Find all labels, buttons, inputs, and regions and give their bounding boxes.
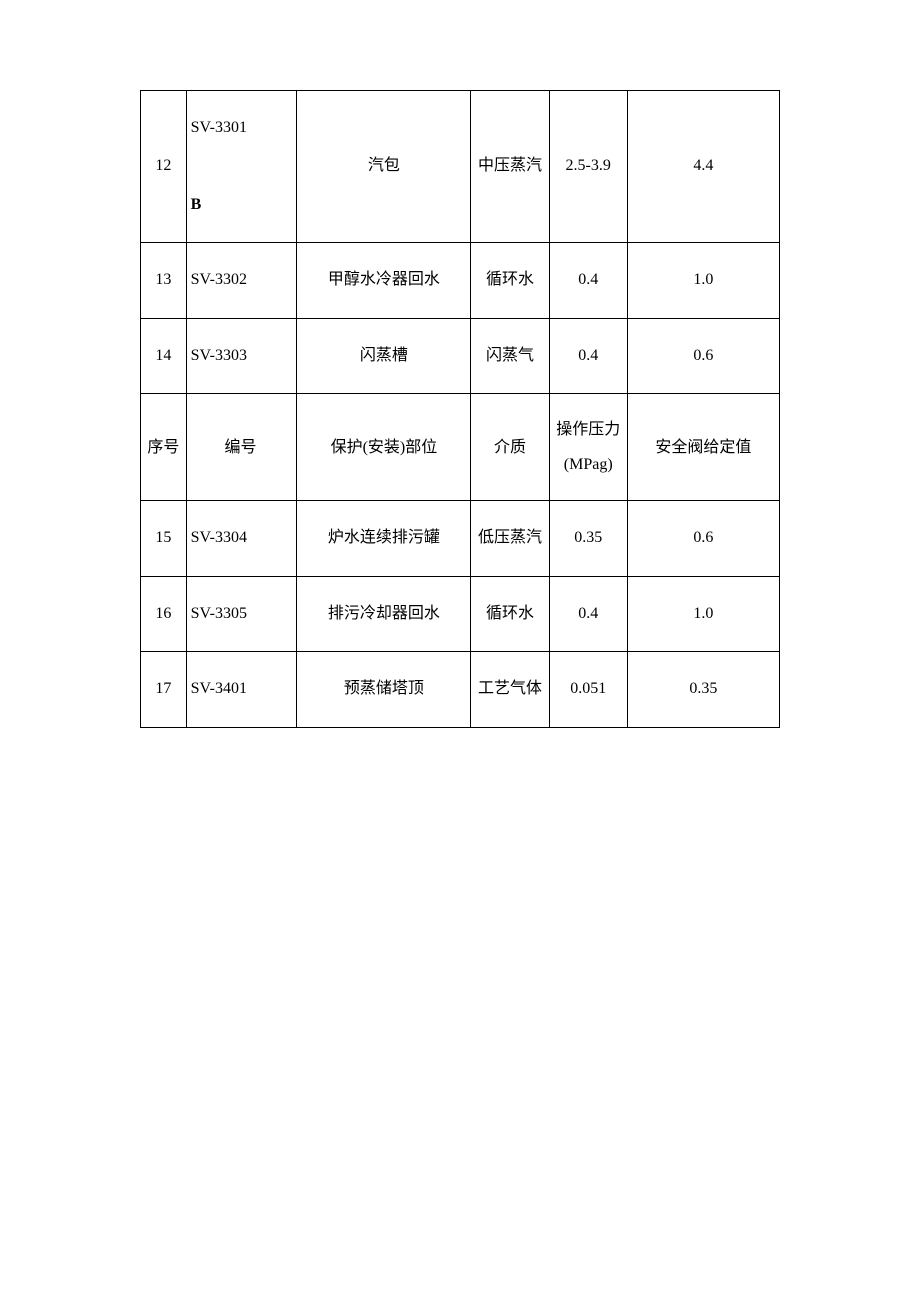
cell-medium: 闪蒸气: [471, 318, 549, 393]
header-medium: 介质: [471, 393, 549, 500]
cell-medium: 循环水: [471, 243, 549, 318]
cell-code: SV-3303: [186, 318, 297, 393]
cell-seq: 16: [141, 576, 187, 651]
cell-medium: 低压蒸汽: [471, 501, 549, 576]
cell-medium: 工艺气体: [471, 652, 549, 727]
cell-value: 0.6: [627, 318, 779, 393]
cell-location: 汽包: [297, 91, 471, 243]
code-line2: B: [191, 196, 202, 213]
cell-pressure: 0.35: [549, 501, 627, 576]
cell-medium: 中压蒸汽: [471, 91, 549, 243]
cell-code: SV-3302: [186, 243, 297, 318]
cell-value: 0.6: [627, 501, 779, 576]
cell-value: 1.0: [627, 576, 779, 651]
cell-medium: 循环水: [471, 576, 549, 651]
table-row: 13 SV-3302 甲醇水冷器回水 循环水 0.4 1.0: [141, 243, 780, 318]
cell-value: 1.0: [627, 243, 779, 318]
cell-pressure: 0.051: [549, 652, 627, 727]
cell-location: 甲醇水冷器回水: [297, 243, 471, 318]
table-row: 12 SV-3301 B 汽包 中压蒸汽 2.5-3.9 4.4: [141, 91, 780, 243]
cell-code: SV-3301 B: [186, 91, 297, 243]
table-row: 17 SV-3401 预蒸储塔顶 工艺气体 0.051 0.35: [141, 652, 780, 727]
cell-pressure: 0.4: [549, 318, 627, 393]
header-code: 编号: [186, 393, 297, 500]
safety-valve-table: 12 SV-3301 B 汽包 中压蒸汽 2.5-3.9 4.4 13 SV-3…: [140, 90, 780, 728]
cell-location: 闪蒸槽: [297, 318, 471, 393]
cell-location: 炉水连续排污罐: [297, 501, 471, 576]
cell-seq: 17: [141, 652, 187, 727]
cell-pressure: 2.5-3.9: [549, 91, 627, 243]
cell-pressure: 0.4: [549, 576, 627, 651]
table-row: 14 SV-3303 闪蒸槽 闪蒸气 0.4 0.6: [141, 318, 780, 393]
cell-seq: 12: [141, 91, 187, 243]
code-line1: SV-3301: [191, 119, 247, 136]
cell-value: 0.35: [627, 652, 779, 727]
cell-location: 排污冷却器回水: [297, 576, 471, 651]
cell-seq: 14: [141, 318, 187, 393]
header-value: 安全阀给定值: [627, 393, 779, 500]
table-header-row: 序号 编号 保护(安装)部位 介质 操作压力(MPag) 安全阀给定值: [141, 393, 780, 500]
cell-seq: 15: [141, 501, 187, 576]
cell-pressure: 0.4: [549, 243, 627, 318]
header-pressure: 操作压力(MPag): [549, 393, 627, 500]
table-row: 16 SV-3305 排污冷却器回水 循环水 0.4 1.0: [141, 576, 780, 651]
header-seq: 序号: [141, 393, 187, 500]
header-location: 保护(安装)部位: [297, 393, 471, 500]
table-row: 15 SV-3304 炉水连续排污罐 低压蒸汽 0.35 0.6: [141, 501, 780, 576]
cell-location: 预蒸储塔顶: [297, 652, 471, 727]
cell-code: SV-3305: [186, 576, 297, 651]
cell-code: SV-3401: [186, 652, 297, 727]
cell-value: 4.4: [627, 91, 779, 243]
cell-code: SV-3304: [186, 501, 297, 576]
cell-seq: 13: [141, 243, 187, 318]
